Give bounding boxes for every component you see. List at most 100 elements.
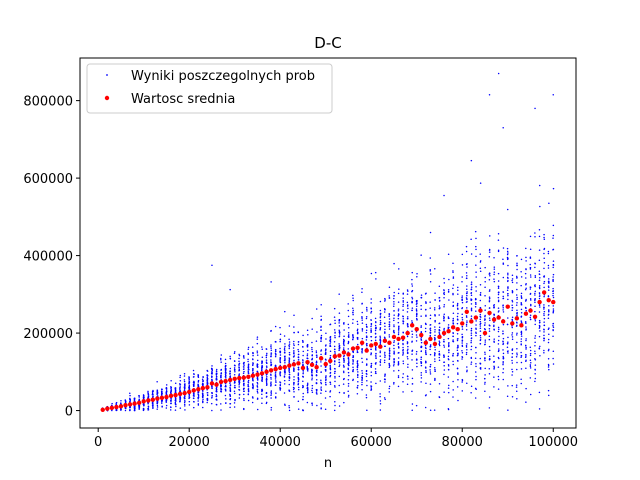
trial-point <box>384 299 386 301</box>
trial-point <box>529 293 532 295</box>
trial-point <box>520 321 523 323</box>
trial-point <box>520 295 523 297</box>
trial-point <box>547 289 550 291</box>
trial-point <box>497 296 500 299</box>
trial-point <box>488 307 491 309</box>
trial-point <box>470 334 473 336</box>
mean-point <box>278 365 283 371</box>
trial-point <box>297 356 300 359</box>
trial-point <box>461 342 463 344</box>
trial-point <box>193 383 195 385</box>
trial-point <box>502 343 504 346</box>
trial-point <box>457 319 459 321</box>
trial-point <box>506 247 509 250</box>
x-axis: 0 20000 40000 60000 80000 100000 <box>94 428 578 450</box>
trial-point <box>243 364 245 366</box>
trial-point <box>479 261 482 263</box>
trial-point <box>488 335 491 338</box>
trial-point <box>388 336 391 338</box>
trial-point <box>293 355 295 357</box>
trial-point <box>252 363 254 365</box>
trial-point-outlier <box>229 288 231 291</box>
trial-point <box>543 317 546 320</box>
trial-point <box>429 334 432 337</box>
trial-point <box>270 391 272 394</box>
trial-point <box>179 388 181 391</box>
mean-point <box>532 314 538 320</box>
trial-point <box>283 347 286 349</box>
trial-point <box>243 393 245 396</box>
trial-point <box>507 317 509 319</box>
trial-point <box>375 361 377 364</box>
trial-point <box>548 333 550 335</box>
trial-point <box>429 307 431 309</box>
trial-point <box>407 307 409 310</box>
trial-point <box>343 329 345 331</box>
trial-point <box>493 368 495 370</box>
trial-point <box>461 352 464 354</box>
trial-point <box>256 359 259 362</box>
trial-point <box>516 390 518 392</box>
trial-point <box>292 388 295 391</box>
x-axis-label: n <box>324 456 332 471</box>
trial-point <box>179 390 181 392</box>
mean-point <box>237 375 242 381</box>
trial-point <box>415 309 418 311</box>
trial-point <box>247 372 250 375</box>
trial-point <box>288 344 290 347</box>
trial-point <box>370 381 372 383</box>
trial-point <box>124 409 127 412</box>
trial-point <box>498 335 500 338</box>
trial-point <box>393 314 395 316</box>
trial-point <box>297 366 300 369</box>
trial-point <box>488 357 491 360</box>
trial-point <box>316 356 318 358</box>
trial-point <box>261 389 263 392</box>
trial-point <box>525 268 527 271</box>
trial-point <box>457 312 459 315</box>
trial-point <box>297 353 300 356</box>
trial-point <box>283 383 286 385</box>
trial-point <box>520 297 523 300</box>
trial-point <box>374 271 377 274</box>
trial-point <box>484 343 486 345</box>
trial-point <box>256 365 258 367</box>
mean-point <box>273 366 278 372</box>
trial-point <box>548 327 550 329</box>
trial-point <box>202 400 204 403</box>
trial-point <box>552 308 555 310</box>
trial-point <box>342 383 345 385</box>
trial-point <box>497 291 500 294</box>
trial-point <box>174 399 177 402</box>
trial-point <box>534 350 536 353</box>
trial-point <box>429 329 432 332</box>
trial-point <box>338 319 341 321</box>
trial-point <box>479 336 482 339</box>
trial-point <box>352 335 354 337</box>
trial-point <box>466 266 468 268</box>
trial-point <box>274 350 277 353</box>
trial-point <box>393 325 395 328</box>
trial-point <box>324 408 327 411</box>
plot-frame <box>79 57 577 429</box>
trial-point <box>256 354 259 356</box>
trial-point <box>506 350 509 353</box>
trial-point <box>447 408 450 410</box>
trial-point <box>197 403 200 405</box>
trial-point <box>529 352 532 355</box>
trial-point <box>297 350 300 353</box>
trial-point <box>338 344 341 347</box>
trial-point <box>156 380 158 383</box>
trial-point <box>243 382 245 385</box>
trial-point <box>402 297 404 299</box>
trial-point <box>347 309 349 312</box>
trial-point <box>402 332 405 334</box>
trial-point <box>525 287 527 290</box>
trial-point <box>170 406 172 409</box>
mean-point <box>105 406 110 411</box>
trial-point <box>497 330 500 333</box>
trial-point <box>216 390 218 393</box>
trial-point <box>315 374 318 377</box>
trial-point <box>543 233 545 236</box>
trial-point <box>393 303 395 305</box>
